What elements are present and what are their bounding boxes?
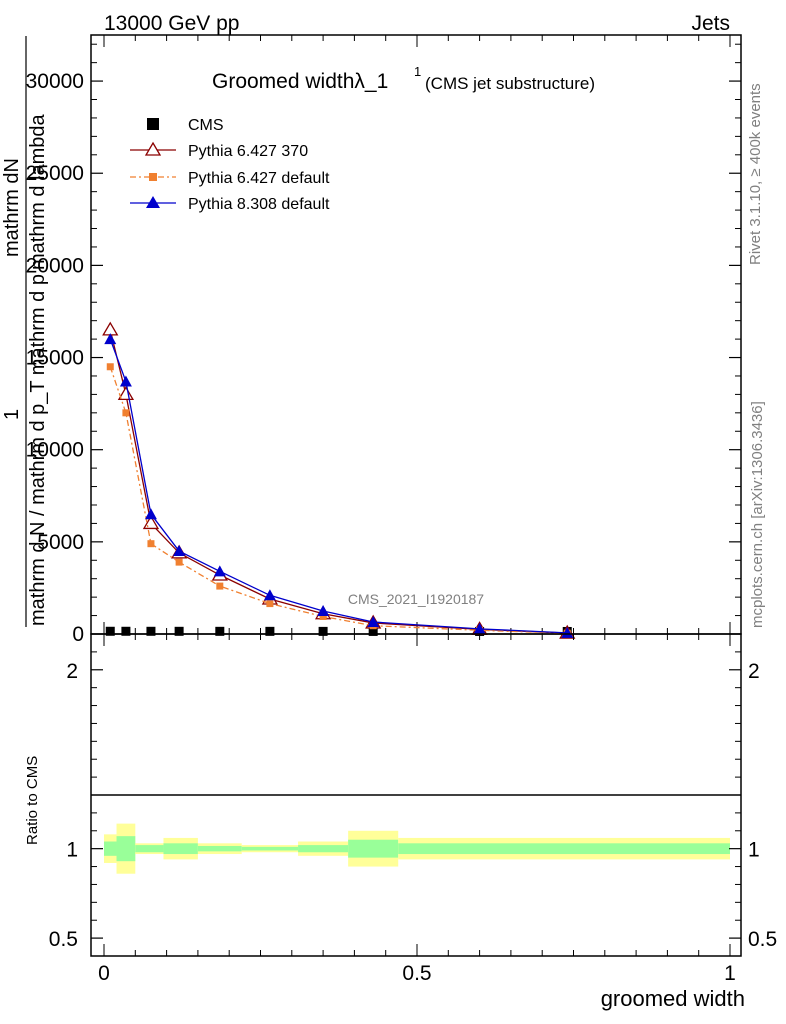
plot-title-superscript: 1 bbox=[414, 64, 421, 79]
y-tick-label: 5000 bbox=[37, 531, 84, 554]
data-point bbox=[117, 386, 135, 401]
data-point bbox=[122, 409, 130, 417]
legend: CMS Pythia 6.427 370 Pythia 6.427 defaul… bbox=[130, 117, 330, 213]
ratio-y-tick-label: 0.5 bbox=[49, 928, 78, 951]
category-label: Jets bbox=[691, 12, 730, 35]
legend-py6-370-marker bbox=[144, 141, 162, 156]
series-line bbox=[109, 338, 568, 634]
data-point bbox=[105, 626, 115, 636]
data-point bbox=[263, 589, 276, 601]
data-point bbox=[104, 333, 117, 345]
series-pythia-6-427-default bbox=[106, 363, 571, 637]
main-axis-ticks: 0 5000 10000 15000 20000 25000 30000 bbox=[26, 35, 741, 646]
data-point bbox=[213, 565, 226, 577]
data-point bbox=[121, 626, 131, 636]
data-point bbox=[561, 626, 574, 638]
legend-cms-marker bbox=[147, 118, 159, 130]
data-point bbox=[265, 626, 275, 636]
data-point bbox=[266, 600, 274, 608]
ratio-band-green bbox=[348, 839, 399, 858]
data-point bbox=[146, 626, 156, 636]
y-tick-label: 0 bbox=[72, 623, 84, 646]
mcplots-label: mcplots.cern.ch [arXiv:1306.3436] bbox=[749, 401, 766, 628]
legend-py8-label: Pythia 8.308 default bbox=[188, 196, 330, 213]
ratio-band-green bbox=[398, 843, 730, 855]
data-point bbox=[319, 612, 327, 620]
ratio-band-green bbox=[197, 845, 242, 852]
ylabel-denominator-1: mathrm d N / mathrm d p_T mathrm d p bbox=[27, 274, 49, 626]
ratio-band-green bbox=[116, 836, 136, 862]
legend-py8-marker bbox=[146, 196, 160, 208]
data-point bbox=[173, 545, 186, 557]
ylabel-numerator: 1 bbox=[1, 409, 23, 420]
ratio-uncertainty-bands bbox=[104, 823, 730, 874]
series-pythia-8-308-default bbox=[104, 333, 574, 638]
y-tick-label: 20000 bbox=[26, 254, 84, 277]
x-tick-label: 1 bbox=[724, 962, 736, 985]
x-tick-label: 0 bbox=[98, 962, 110, 985]
y-tick-label: 10000 bbox=[26, 439, 84, 462]
ratio-y-tick-label: 2 bbox=[66, 660, 78, 683]
data-point bbox=[147, 540, 155, 548]
ratio-band-green bbox=[163, 843, 198, 855]
data-point bbox=[175, 558, 183, 566]
legend-py6-default-label: Pythia 6.427 default bbox=[188, 170, 330, 187]
ratio-ylabel: Ratio to CMS bbox=[24, 756, 41, 845]
data-point bbox=[106, 363, 114, 371]
main-data-series bbox=[102, 321, 576, 639]
data-point bbox=[174, 626, 184, 636]
data-point bbox=[216, 582, 224, 590]
data-point bbox=[318, 626, 328, 636]
energy-label: 13000 GeV pp bbox=[104, 12, 239, 35]
ratio-band-green bbox=[298, 845, 349, 853]
plot-title: Groomed widthλ_1 bbox=[212, 70, 388, 93]
data-point bbox=[317, 604, 330, 616]
x-tick-label: 0.5 bbox=[402, 962, 431, 985]
legend-cms-label: CMS bbox=[188, 117, 224, 134]
series-pythia-6-427-370 bbox=[102, 321, 576, 639]
ratio-axis-ticks: 0.5 0.5 1 1 2 2 0 0.5 1 bbox=[49, 634, 777, 985]
y-tick-label: 25000 bbox=[26, 162, 84, 185]
legend-py6-370-label: Pythia 6.427 370 bbox=[188, 143, 308, 160]
ratio-y-tick-label-right: 2 bbox=[748, 660, 760, 683]
rivet-version-label: Rivet 3.1.10, ≥ 400k events bbox=[747, 83, 764, 265]
data-point bbox=[215, 626, 225, 636]
analysis-watermark: CMS_2021_I1920187 bbox=[348, 591, 484, 607]
plot-title-symbol: λ_1 bbox=[354, 70, 388, 93]
data-point bbox=[102, 321, 119, 336]
series-line bbox=[109, 366, 568, 634]
ratio-y-tick-label: 1 bbox=[66, 839, 78, 862]
ratio-y-tick-label-right: 0.5 bbox=[748, 928, 777, 951]
plot-title-main: Groomed width bbox=[212, 70, 354, 93]
ylabel-dN: mathrm dN bbox=[1, 158, 23, 257]
series-line bbox=[109, 329, 568, 634]
data-point bbox=[473, 622, 486, 634]
data-point bbox=[367, 616, 380, 628]
ratio-y-tick-label-right: 1 bbox=[748, 839, 760, 862]
data-point bbox=[144, 508, 157, 520]
ratio-band-green bbox=[104, 841, 117, 856]
y-tick-label: 15000 bbox=[26, 347, 84, 370]
legend-py6-default-marker bbox=[149, 173, 157, 181]
data-point bbox=[119, 375, 132, 387]
ylabel-denominator-2: mathrm d lambda bbox=[27, 114, 49, 270]
ratio-band-green bbox=[135, 845, 164, 853]
data-point bbox=[368, 626, 378, 636]
ratio-band-green bbox=[241, 846, 299, 851]
xlabel: groomed width bbox=[601, 986, 745, 1011]
plot-subtitle: (CMS jet substructure) bbox=[425, 74, 595, 93]
y-tick-label: 30000 bbox=[26, 70, 84, 93]
